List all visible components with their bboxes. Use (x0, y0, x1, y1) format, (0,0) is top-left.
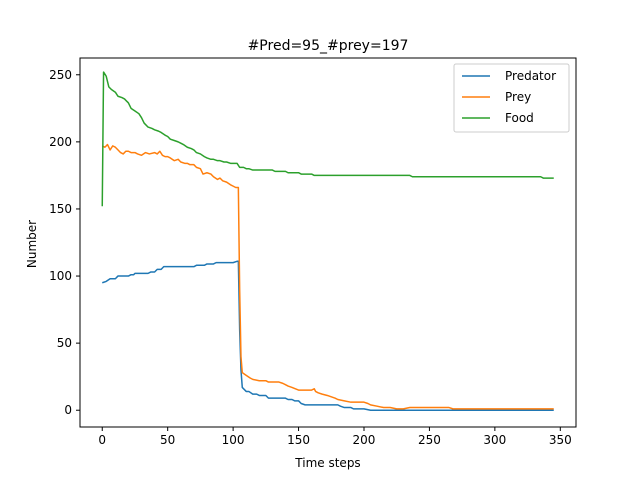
plot-frame (79, 57, 577, 428)
legend-label-predator: Predator (505, 69, 556, 83)
x-axis-label: Time steps (294, 456, 360, 470)
series-line-food (101, 71, 554, 207)
y-axis-ticks: 0 50 100 150 200 250 (49, 68, 80, 417)
legend-label-food: Food (505, 111, 534, 125)
x-tick-label: 0 (98, 433, 106, 447)
x-tick-label: 50 (160, 433, 175, 447)
y-tick-label: 200 (49, 135, 72, 149)
legend-label-prey: Prey (505, 90, 531, 104)
x-tick-label: 250 (418, 433, 441, 447)
chart-title: #Pred=95_#prey=197 (248, 38, 409, 54)
series-line-prey (101, 143, 554, 410)
x-axis-ticks: 0 50 100 150 200 250 300 350 (98, 427, 572, 447)
legend: Predator Prey Food (453, 63, 570, 133)
y-tick-label: 0 (64, 403, 72, 417)
x-tick-label: 150 (287, 433, 310, 447)
y-axis-label: Number (25, 220, 39, 268)
x-tick-label: 100 (222, 433, 245, 447)
legend-box (453, 63, 570, 133)
y-tick-label: 250 (49, 68, 72, 82)
y-tick-label: 150 (49, 202, 72, 216)
x-tick-label: 200 (353, 433, 376, 447)
y-tick-label: 50 (57, 336, 72, 350)
x-tick-label: 300 (483, 433, 506, 447)
x-tick-label: 350 (549, 433, 572, 447)
y-tick-label: 100 (49, 269, 72, 283)
series-layer (101, 71, 554, 411)
